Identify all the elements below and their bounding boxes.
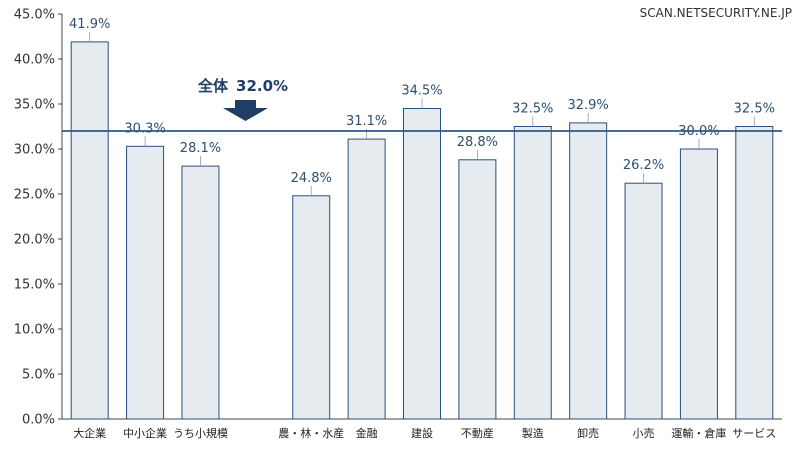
data-label: 28.1% xyxy=(180,141,221,156)
overall-reference-label: 全体 32.0% xyxy=(197,77,288,95)
category-label: 中小企業 xyxy=(123,426,167,440)
category-label: 運輸・倉庫 xyxy=(671,426,726,440)
category-label: 農・林・水産 xyxy=(278,426,344,440)
category-label: 大企業 xyxy=(73,426,106,440)
category-label: うち小規模 xyxy=(173,426,228,440)
y-tick-label: 0.0% xyxy=(22,413,55,428)
bar xyxy=(735,126,774,420)
data-label: 32.5% xyxy=(512,102,553,117)
watermark-text: SCAN.NETSECURITY.NE.JP xyxy=(640,6,792,20)
category-label: 金融 xyxy=(356,426,378,440)
y-tick-label: 40.0% xyxy=(14,53,55,68)
category-label: 小売 xyxy=(633,427,655,440)
bar xyxy=(403,108,441,420)
category-labels: 大企業 中小企業 うち小規模 農・林・水産 金融 建設 不動産 製造 卸売 小売 運輸・倉庫 サービス xyxy=(73,426,776,440)
data-label: 28.8% xyxy=(457,135,498,150)
y-tick-label: 35.0% xyxy=(14,98,55,113)
bars: 41.9% 30.3% 28.1% 24.8% 31.1% 34.5% 28.8% 32.5%… xyxy=(69,17,775,420)
bar xyxy=(181,165,220,420)
category-label: 製造 xyxy=(522,426,544,440)
data-label: 34.5% xyxy=(401,84,442,99)
y-tick-label: 45.0% xyxy=(14,8,55,23)
category-label: 建設 xyxy=(411,426,433,440)
bar xyxy=(70,41,109,420)
y-tick-label: 25.0% xyxy=(14,188,55,203)
bar xyxy=(292,195,331,420)
bar xyxy=(624,182,663,420)
bar xyxy=(126,145,165,420)
data-label: 26.2% xyxy=(623,158,664,173)
y-tick-label: 5.0% xyxy=(22,368,55,383)
data-label: 24.8% xyxy=(291,171,332,186)
y-tick-label: 15.0% xyxy=(14,278,55,293)
data-label: 30.3% xyxy=(124,121,165,136)
y-tick-label: 10.0% xyxy=(14,323,55,338)
category-label: サービス xyxy=(732,427,776,440)
category-label: 卸売 xyxy=(577,426,599,440)
data-label: 41.9% xyxy=(69,17,110,32)
bar xyxy=(679,148,718,420)
bar xyxy=(347,138,386,420)
overall-reference: 全体 32.0% xyxy=(62,77,782,132)
down-arrow-icon xyxy=(223,100,268,121)
category-label: 不動産 xyxy=(461,426,494,440)
y-tick-label: 20.0% xyxy=(14,233,55,248)
data-label: 31.1% xyxy=(346,114,387,129)
data-label: 32.9% xyxy=(567,98,608,113)
data-label: 32.5% xyxy=(734,102,775,117)
y-tick-label: 30.0% xyxy=(14,143,55,158)
bar xyxy=(458,159,497,420)
bar xyxy=(513,126,552,420)
bar xyxy=(569,122,608,420)
